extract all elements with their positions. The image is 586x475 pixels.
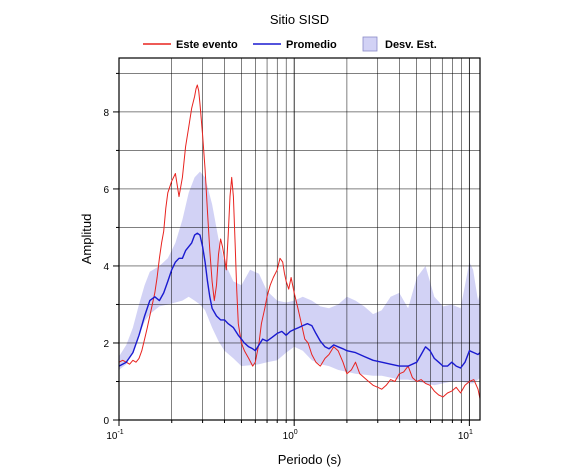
y-tick-label: 0 — [103, 416, 109, 427]
legend-item-1: Promedio — [253, 39, 337, 51]
legend-label: Este evento — [176, 39, 238, 51]
x-tick-label: 10-1 — [106, 429, 123, 442]
legend-label: Desv. Est. — [385, 39, 437, 51]
legend-swatch — [362, 36, 378, 52]
y-tick-label: 2 — [103, 339, 109, 350]
y-axis-title: Amplitud — [79, 214, 94, 265]
y-tick-label: 4 — [103, 262, 109, 273]
x-axis-title: Periodo (s) — [278, 452, 342, 467]
x-tick-label: 101 — [458, 429, 473, 442]
y-axis: 0 2 4 6 8 — [103, 72, 119, 427]
legend: Este evento Promedio Desv. Est. — [143, 36, 437, 52]
plot-frame — [118, 57, 481, 421]
legend-item-0: Este evento — [143, 39, 238, 51]
legend-item-2: Desv. Est. — [362, 36, 437, 52]
y-tick-label: 6 — [103, 185, 109, 196]
x-tick-label: 100 — [283, 429, 298, 442]
series-line-0 — [118, 84, 481, 399]
plot-area — [118, 57, 481, 421]
series-line-1 — [118, 232, 481, 369]
x-axis: 10-1 100 101 — [106, 420, 473, 442]
std-band-layer — [119, 171, 480, 386]
chart-title: Sitio SISD — [270, 12, 329, 27]
std-band — [119, 171, 480, 386]
y-tick-label: 8 — [103, 108, 109, 119]
legend-label: Promedio — [286, 39, 337, 51]
series-layer — [118, 84, 481, 399]
grid-layer — [119, 58, 480, 420]
